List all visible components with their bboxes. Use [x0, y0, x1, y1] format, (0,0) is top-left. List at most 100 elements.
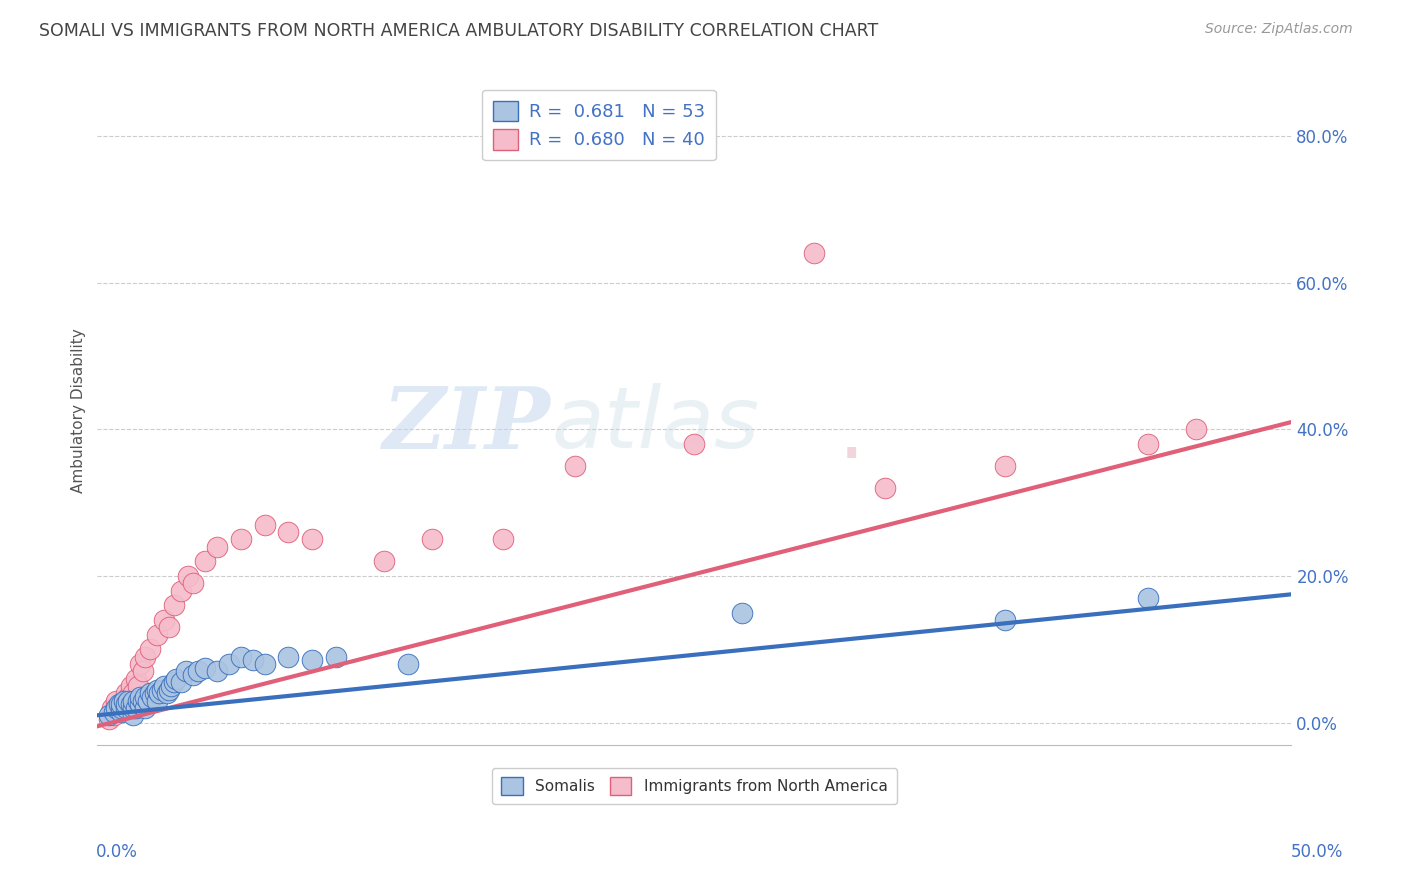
Point: [205, 665, 228, 679]
Text: ZIP: ZIP: [384, 383, 551, 467]
Point: [136, 693, 159, 707]
Point: [803, 246, 825, 260]
Point: [153, 613, 176, 627]
Point: [148, 686, 170, 700]
Point: [420, 533, 443, 547]
Point: [132, 693, 155, 707]
Point: [103, 705, 125, 719]
Point: [163, 675, 186, 690]
Text: Source: ZipAtlas.com: Source: ZipAtlas.com: [1205, 22, 1353, 37]
Point: [194, 660, 217, 674]
Legend: Somalis, Immigrants from North America: Somalis, Immigrants from North America: [492, 768, 897, 804]
Point: [129, 690, 152, 704]
Point: [110, 705, 132, 719]
Point: [122, 701, 145, 715]
Point: [108, 701, 131, 715]
Point: [155, 686, 177, 700]
Point: [110, 698, 132, 712]
Point: [134, 701, 156, 715]
Point: [277, 649, 299, 664]
Point: [194, 554, 217, 568]
Point: [163, 599, 186, 613]
Point: [205, 540, 228, 554]
Point: [170, 583, 193, 598]
Point: [115, 686, 138, 700]
Point: [105, 701, 128, 715]
Point: [177, 569, 200, 583]
Point: [160, 679, 183, 693]
Point: [146, 693, 169, 707]
Text: SOMALI VS IMMIGRANTS FROM NORTH AMERICA AMBULATORY DISABILITY CORRELATION CHART: SOMALI VS IMMIGRANTS FROM NORTH AMERICA …: [39, 22, 879, 40]
Point: [1185, 422, 1208, 436]
Point: [139, 686, 162, 700]
Point: [129, 698, 152, 712]
Point: [492, 533, 515, 547]
Point: [181, 668, 204, 682]
Point: [122, 686, 145, 700]
Point: [218, 657, 240, 671]
Point: [110, 698, 132, 712]
Point: [153, 679, 176, 693]
Point: [100, 701, 122, 715]
Point: [122, 693, 145, 707]
Point: [141, 690, 163, 704]
Point: [134, 690, 156, 704]
Point: [117, 690, 139, 704]
Text: atlas: atlas: [551, 383, 759, 466]
Point: [103, 708, 125, 723]
Text: 50.0%: 50.0%: [1291, 843, 1343, 861]
Point: [110, 701, 132, 715]
Point: [120, 698, 142, 712]
Point: [132, 665, 155, 679]
Point: [174, 665, 197, 679]
Point: [301, 653, 323, 667]
Text: .: .: [838, 392, 865, 475]
Point: [120, 679, 142, 693]
Point: [122, 708, 145, 723]
Point: [146, 627, 169, 641]
Point: [150, 682, 173, 697]
Point: [253, 657, 276, 671]
Y-axis label: Ambulatory Disability: Ambulatory Disability: [72, 328, 86, 493]
Point: [253, 517, 276, 532]
Point: [112, 693, 135, 707]
Point: [731, 606, 754, 620]
Point: [108, 698, 131, 712]
Point: [139, 642, 162, 657]
Point: [115, 701, 138, 715]
Point: [124, 701, 146, 715]
Point: [1137, 591, 1160, 605]
Point: [229, 649, 252, 664]
Point: [396, 657, 419, 671]
Point: [875, 481, 897, 495]
Point: [373, 554, 395, 568]
Point: [229, 533, 252, 547]
Point: [157, 682, 180, 697]
Point: [117, 693, 139, 707]
Point: [187, 665, 209, 679]
Point: [994, 613, 1017, 627]
Point: [170, 675, 193, 690]
Point: [683, 437, 706, 451]
Point: [129, 657, 152, 671]
Point: [143, 686, 166, 700]
Point: [105, 693, 128, 707]
Point: [157, 620, 180, 634]
Point: [134, 649, 156, 664]
Point: [277, 524, 299, 539]
Point: [98, 712, 121, 726]
Point: [564, 458, 586, 473]
Point: [112, 693, 135, 707]
Text: 0.0%: 0.0%: [96, 843, 138, 861]
Point: [146, 682, 169, 697]
Point: [115, 698, 138, 712]
Point: [1137, 437, 1160, 451]
Point: [124, 672, 146, 686]
Point: [127, 693, 149, 707]
Point: [301, 533, 323, 547]
Point: [325, 649, 347, 664]
Point: [994, 458, 1017, 473]
Point: [98, 708, 121, 723]
Point: [127, 679, 149, 693]
Point: [165, 672, 187, 686]
